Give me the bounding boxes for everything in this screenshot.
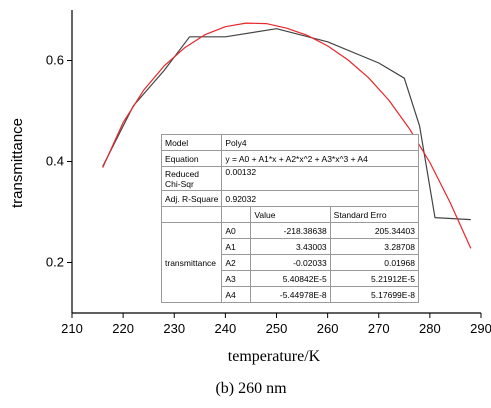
param-error: 205.34403 [330, 223, 418, 239]
header-empty-cell [222, 207, 251, 223]
x-axis-title: temperature/K [228, 348, 321, 365]
param-error: 5.21912E-5 [330, 271, 418, 287]
chisqr-value: 0.00132 [222, 167, 419, 191]
column-header-value: Value [251, 207, 330, 223]
x-tick-label: 250 [266, 321, 288, 336]
chisqr-label-line2: Chi-Sqr [165, 179, 194, 189]
param-error: 0.01968 [330, 255, 418, 271]
param-value: -218.38638 [251, 223, 330, 239]
table-row: Equation y = A0 + A1*x + A2*x^2 + A3*x^3… [162, 151, 419, 167]
chisqr-label: Reduced Chi-Sqr [162, 167, 222, 191]
fit-parameters-table: Model Poly4 Equation y = A0 + A1*x + A2*… [161, 134, 419, 303]
y-tick-label: 0.2 [46, 255, 64, 270]
param-name: A0 [222, 223, 251, 239]
table-row: Adj. R-Square 0.92032 [162, 191, 419, 207]
rsq-value: 0.92032 [222, 191, 419, 207]
equation-value: y = A0 + A1*x + A2*x^2 + A3*x^3 + A4 [222, 151, 419, 167]
table-row: transmittance A0 -218.38638 205.34403 [162, 223, 419, 239]
param-value: -5.44978E-8 [251, 287, 330, 303]
table-header-row: Value Standard Erro [162, 207, 419, 223]
column-header-error: Standard Erro [330, 207, 418, 223]
table-row: Model Poly4 [162, 135, 419, 151]
x-tick-label: 280 [419, 321, 441, 336]
chisqr-label-line1: Reduced [165, 169, 199, 179]
model-value: Poly4 [222, 135, 419, 151]
x-tick-label: 220 [112, 321, 134, 336]
x-tick-label: 240 [215, 321, 237, 336]
y-tick-label: 0.6 [46, 53, 64, 68]
param-value: 3.43003 [251, 239, 330, 255]
param-name: A4 [222, 287, 251, 303]
y-axis-title: transmittance [9, 118, 26, 208]
x-tick-label: 260 [317, 321, 339, 336]
header-empty-cell [162, 207, 222, 223]
table-row: Reduced Chi-Sqr 0.00132 [162, 167, 419, 191]
x-ticks: 210 220 230 240 250 260 270 280 290 [61, 313, 491, 336]
row-group-label: transmittance [162, 223, 222, 303]
param-name: A2 [222, 255, 251, 271]
figure-caption: (b) 260 nm [215, 380, 287, 397]
param-value: -0.02033 [251, 255, 330, 271]
model-label: Model [162, 135, 222, 151]
y-tick-label: 0.4 [46, 154, 64, 169]
x-tick-label: 290 [470, 321, 491, 336]
x-tick-label: 270 [368, 321, 390, 336]
param-error: 5.17699E-8 [330, 287, 418, 303]
equation-label: Equation [162, 151, 222, 167]
y-ticks: 0.2 0.4 0.6 [46, 53, 72, 270]
x-tick-label: 230 [163, 321, 185, 336]
rsq-label: Adj. R-Square [162, 191, 222, 207]
param-error: 3.28708 [330, 239, 418, 255]
param-value: 5.40842E-5 [251, 271, 330, 287]
param-name: A1 [222, 239, 251, 255]
param-name: A3 [222, 271, 251, 287]
x-tick-label: 210 [61, 321, 83, 336]
